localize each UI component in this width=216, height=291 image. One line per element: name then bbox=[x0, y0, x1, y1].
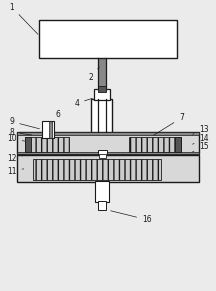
Bar bbox=[98, 150, 107, 155]
Bar bbox=[25, 137, 31, 152]
Text: 6: 6 bbox=[51, 111, 61, 123]
Bar bbox=[17, 155, 199, 182]
Text: 15: 15 bbox=[193, 143, 209, 152]
Bar bbox=[17, 132, 199, 135]
Text: 7: 7 bbox=[154, 113, 184, 135]
Text: 8: 8 bbox=[10, 128, 32, 137]
Bar bbox=[175, 137, 181, 152]
Text: 9: 9 bbox=[10, 117, 40, 129]
Text: 16: 16 bbox=[111, 211, 152, 224]
Bar bbox=[98, 86, 106, 92]
Bar bbox=[94, 89, 110, 100]
Bar bbox=[25, 137, 69, 152]
Bar bbox=[42, 121, 54, 138]
Bar bbox=[129, 137, 181, 152]
Bar bbox=[91, 99, 112, 132]
Text: 13: 13 bbox=[193, 125, 209, 134]
Bar bbox=[95, 181, 109, 202]
Text: 12: 12 bbox=[7, 154, 22, 163]
Bar bbox=[39, 20, 177, 58]
Bar bbox=[99, 154, 106, 158]
Text: 11: 11 bbox=[7, 167, 24, 176]
Bar bbox=[17, 152, 199, 154]
Text: 1: 1 bbox=[10, 3, 38, 34]
Bar bbox=[98, 58, 106, 89]
Bar bbox=[17, 132, 199, 154]
Text: 2: 2 bbox=[88, 67, 99, 81]
Bar bbox=[33, 159, 161, 180]
Bar bbox=[49, 121, 52, 138]
Text: 14: 14 bbox=[192, 134, 209, 144]
Text: 4: 4 bbox=[74, 98, 92, 108]
Text: 10: 10 bbox=[7, 134, 25, 143]
Bar bbox=[98, 99, 106, 132]
Bar bbox=[98, 201, 106, 210]
